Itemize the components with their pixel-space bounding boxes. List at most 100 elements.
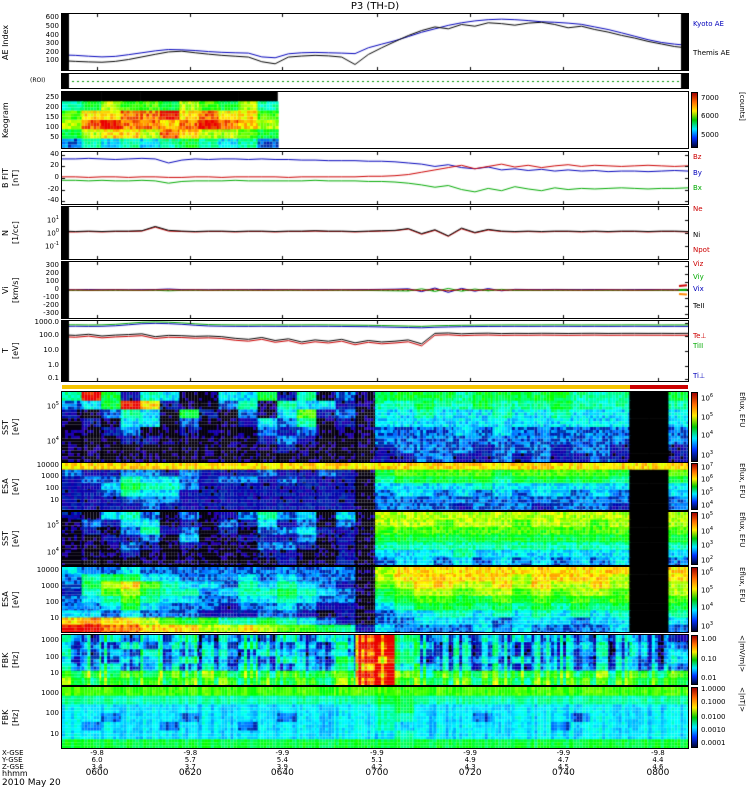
panel-esa_i-cbar-unit: Eflux, EFU	[738, 567, 746, 603]
panel-sst_e-cbar-tick: 106	[701, 392, 714, 402]
panel-roi-canvas	[62, 74, 688, 88]
panel-esa_i-ytick: 1000	[41, 581, 59, 590]
bottom-row-value: 4.5	[557, 763, 569, 771]
panel-ae-ytick: 600	[45, 13, 59, 22]
panel-bfit-ytick: -40	[47, 196, 59, 205]
panel-sst_i-colorbar	[691, 512, 698, 565]
panel-esa_i-ylabel: ESA	[1, 591, 10, 608]
time-tick-label: 0800	[646, 768, 670, 778]
panel-v-ytick: 200	[45, 268, 59, 277]
panel-sst_e-cbar-tick: 103	[701, 450, 714, 460]
panel-ae-ytick: 300	[45, 39, 59, 48]
panel-t-ytick: 100.0	[38, 331, 59, 339]
panel-sst_i-ylabel: [eV]	[11, 530, 20, 547]
panel-fbk_b-ytick: 10	[50, 729, 59, 738]
panel-v-series-label: Vix	[693, 285, 704, 293]
panel-esa_e-cbar-tick: 107	[701, 461, 714, 472]
panel-t-series-label: TiII	[693, 341, 704, 350]
panel-v-ytick: -300	[43, 309, 59, 318]
panel-esa_i-cbar-tick: 103	[701, 620, 714, 630]
panel-sst_e-canvas	[62, 392, 688, 462]
panel-t-series-label: Ti⊥	[693, 371, 706, 380]
separator-bar	[62, 385, 688, 389]
panel-v-ytick: -100	[43, 293, 59, 301]
panel-v-ylabel: Vi	[1, 286, 10, 294]
panel-esa_i-colorbar	[691, 567, 698, 632]
date-label: 2010 May 20	[2, 778, 61, 788]
panel-fbk_e-ytick: 10	[50, 669, 59, 677]
panel-fbk_e	[61, 634, 689, 686]
panel-v-canvas	[62, 262, 688, 318]
panel-esa_i-canvas	[62, 567, 688, 632]
bottom-row-value: -9.9	[463, 749, 477, 757]
bottom-row-value: 4.4	[652, 756, 664, 764]
panel-n-canvas	[62, 207, 688, 259]
panel-sst_i-cbar-tick: 102	[701, 554, 714, 565]
panel-sst_e-cbar-unit: Eflux, EFU	[738, 392, 746, 428]
panel-bfit-ylabel: B FIT	[1, 168, 10, 188]
panel-esa_e	[61, 462, 689, 511]
bottom-row-value: -9.9	[370, 749, 384, 757]
panel-fbk_e-cbar-tick: 0.01	[701, 674, 717, 682]
panel-roi-ylabel: (ROI)	[30, 77, 46, 84]
panel-ae	[61, 13, 689, 71]
panel-fbk_b-ytick: 100	[45, 709, 59, 718]
panel-n-series-label: Ne	[693, 204, 703, 213]
panel-ae-canvas	[62, 14, 688, 70]
bottom-row-value: 3.4	[91, 763, 103, 771]
panel-ae-ylabel: AE Index	[1, 24, 10, 60]
panel-bfit-ytick: -20	[47, 184, 59, 193]
bottom-row-value: 5.1	[371, 756, 383, 764]
panel-esa_e-ytick: 100	[45, 483, 59, 492]
bottom-row-value: 5.7	[184, 756, 196, 764]
bottom-row-value: 3.7	[184, 763, 196, 771]
time-tick-label: 0600	[85, 768, 109, 778]
panel-esa_e-ytick: 10	[50, 495, 59, 504]
panel-esa_e-cbar-tick: 105	[701, 487, 714, 497]
panel-esa_i-cbar-tick: 105	[701, 584, 714, 595]
panel-bfit-ytick: 40	[50, 149, 59, 158]
separator-segment	[62, 385, 630, 389]
bottom-row-value: 4.6	[652, 763, 664, 771]
panel-n-ytick: 10-1	[45, 241, 59, 251]
panel-esa_i-ytick: 100	[45, 597, 59, 606]
time-tick-label: 0620	[178, 768, 202, 778]
panel-sst_e-ytick: 105	[46, 401, 59, 411]
panel-fbk_e-cbar-tick: 1.00	[701, 635, 717, 643]
bottom-row-value: 5.4	[276, 756, 288, 764]
panel-esa_e-colorbar	[691, 463, 698, 510]
panel-esa_i-cbar-tick: 106	[701, 567, 714, 577]
panel-bfit-series-label: Bz	[693, 153, 702, 162]
panel-fbk_b-cbar-tick: 0.0100	[701, 712, 726, 721]
panel-t-canvas	[62, 321, 688, 381]
panel-t-series-label: Te⊥	[693, 332, 707, 341]
panel-fbk_e-ytick: 100	[45, 652, 59, 661]
panel-v-series-label: Viy	[693, 272, 704, 281]
panel-sst_i-cbar-tick: 103	[701, 539, 714, 550]
panel-esa_e-canvas	[62, 463, 688, 510]
panel-ae-series-label: Kyoto AE	[693, 20, 724, 29]
panel-v-series-label: TeII	[693, 301, 705, 310]
panel-keogram	[61, 91, 689, 149]
panel-fbk_b-canvas	[62, 687, 688, 748]
bottom-row-value: -9.8	[651, 749, 665, 757]
panel-fbk_e-canvas	[62, 635, 688, 685]
panel-esa_e-cbar-unit: Eflux, EFU	[738, 463, 746, 499]
panel-keogram-canvas	[62, 92, 688, 148]
panel-roi	[61, 73, 689, 89]
panel-esa_i-cbar-tick: 104	[701, 602, 714, 612]
panel-sst_e-ytick: 104	[46, 436, 59, 446]
panel-t-ytick: 1.0	[47, 361, 59, 369]
panel-sst_i-cbar-unit: Eflux, EFU	[738, 512, 746, 548]
panel-fbk_e-colorbar	[691, 635, 698, 685]
bottom-row-label: X-GSE	[2, 749, 24, 757]
panel-n-ylabel: N	[1, 230, 10, 236]
panel-v-ytick: 100	[45, 276, 59, 285]
panel-n-ytick: 101	[46, 215, 59, 225]
panel-esa_i-ytick: 10000	[36, 565, 59, 574]
panel-fbk_b-cbar-tick: 0.0010	[701, 725, 726, 734]
time-tick-label: 0720	[458, 768, 482, 778]
panel-sst_i-ytick: 105	[46, 520, 59, 530]
bottom-row-value: -9.8	[183, 749, 198, 757]
